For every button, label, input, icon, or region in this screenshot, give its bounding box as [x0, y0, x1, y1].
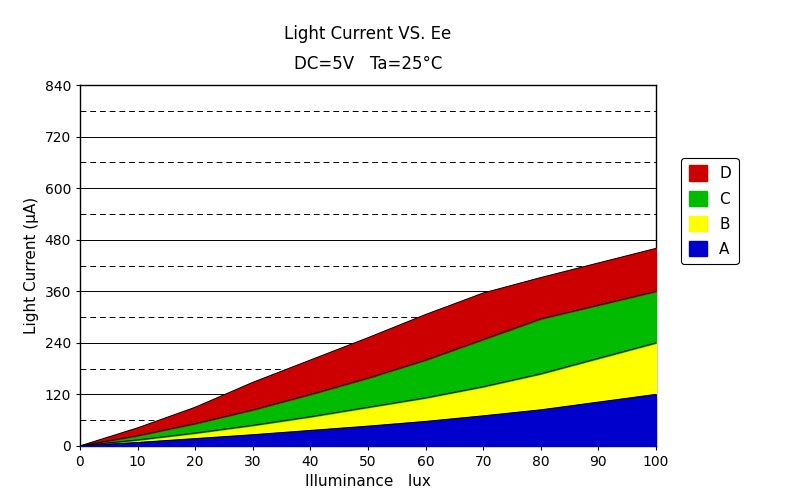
Legend: D, C, B, A: D, C, B, A — [681, 158, 738, 265]
Y-axis label: Light Current (μA): Light Current (μA) — [24, 197, 39, 334]
Text: Light Current VS. Ee: Light Current VS. Ee — [284, 25, 452, 43]
X-axis label: Illuminance   lux: Illuminance lux — [305, 474, 431, 489]
Text: DC=5V   Ta=25°C: DC=5V Ta=25°C — [294, 55, 442, 73]
